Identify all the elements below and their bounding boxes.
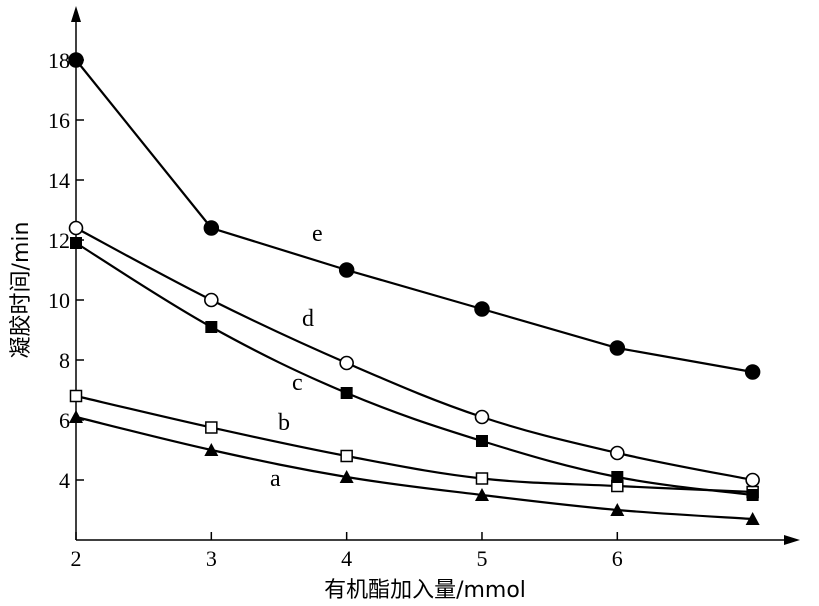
series-a-point xyxy=(204,443,219,456)
y-tick-label: 8 xyxy=(59,348,70,373)
series-b-point xyxy=(69,389,83,403)
series-c-point xyxy=(746,489,759,501)
series-b-point xyxy=(340,449,353,463)
series-b-point xyxy=(205,421,218,434)
series-e-point xyxy=(609,340,626,356)
series-d-point xyxy=(610,445,625,461)
series-b-line xyxy=(75,394,753,494)
x-tick-label: 2 xyxy=(71,546,82,571)
y-tick-label: 6 xyxy=(59,408,70,433)
series-d-point xyxy=(339,355,354,371)
series-c-line xyxy=(75,242,753,497)
series-c-point xyxy=(611,471,624,483)
x-axis-arrow xyxy=(784,535,800,545)
x-tick-label: 4 xyxy=(341,546,352,571)
y-ticks: 4 6 8 10 12 14 16 18 xyxy=(48,48,84,493)
y-tick-label: 4 xyxy=(59,468,70,493)
series-e-point xyxy=(338,262,355,278)
y-tick-label: 16 xyxy=(48,108,70,133)
series-e-point xyxy=(68,52,84,68)
y-tick-label: 10 xyxy=(48,288,70,313)
series-e-label: e xyxy=(312,221,323,247)
series-a-point xyxy=(610,503,625,516)
y-axis-arrow xyxy=(71,6,81,22)
x-tick-label: 5 xyxy=(476,546,487,571)
series-c-point xyxy=(340,387,353,399)
series-e-line xyxy=(75,59,753,374)
series-d-line xyxy=(75,227,753,482)
series-e-point xyxy=(744,364,761,380)
series-b-point xyxy=(475,472,489,485)
series-b-label: b xyxy=(278,410,290,436)
series-labels: a bc d e xyxy=(270,221,323,492)
series-d-point xyxy=(745,472,760,488)
x-tick-label: 6 xyxy=(612,546,623,571)
series-a-line xyxy=(75,415,753,521)
y-tick-label: 18 xyxy=(48,48,70,73)
series-d-point xyxy=(68,220,84,236)
series-c-point xyxy=(70,237,82,249)
y-axis-label: 凝胶时间/min xyxy=(9,222,34,359)
x-tick-label: 3 xyxy=(206,546,217,571)
series-a-point xyxy=(339,470,354,483)
axes xyxy=(71,6,800,545)
y-tick-label: 12 xyxy=(48,228,70,253)
series-c-label: c xyxy=(292,370,303,396)
series-markers xyxy=(68,52,761,525)
series-a-label: a xyxy=(270,466,281,492)
series-a-point xyxy=(474,488,489,501)
series-a-point xyxy=(745,512,760,525)
series-lines xyxy=(75,59,753,521)
series-e-point xyxy=(203,220,220,236)
series-c-point xyxy=(475,435,488,447)
series-a-point xyxy=(69,410,83,423)
series-c-point xyxy=(205,321,218,333)
series-d-point xyxy=(474,409,490,425)
y-tick-label: 14 xyxy=(48,168,70,193)
x-ticks: 2 3 4 5 6 xyxy=(71,532,623,571)
series-d-label: d xyxy=(302,306,314,332)
x-axis-label: 有机酯加入量/mmol xyxy=(324,578,526,603)
series-d-point xyxy=(204,292,219,308)
series-e-point xyxy=(474,301,490,317)
